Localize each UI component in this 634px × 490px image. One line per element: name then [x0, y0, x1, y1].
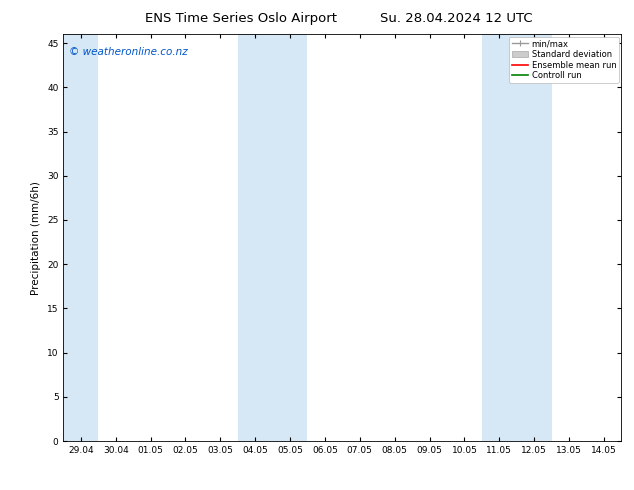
Y-axis label: Precipitation (mm/6h): Precipitation (mm/6h) [32, 181, 41, 294]
Text: Su. 28.04.2024 12 UTC: Su. 28.04.2024 12 UTC [380, 12, 533, 25]
Bar [63, 34, 98, 441]
Bar [482, 34, 552, 441]
Bar [238, 34, 307, 441]
Text: © weatheronline.co.nz: © weatheronline.co.nz [69, 47, 188, 56]
Text: ENS Time Series Oslo Airport: ENS Time Series Oslo Airport [145, 12, 337, 25]
Legend: min/max, Standard deviation, Ensemble mean run, Controll run: min/max, Standard deviation, Ensemble me… [509, 37, 619, 83]
